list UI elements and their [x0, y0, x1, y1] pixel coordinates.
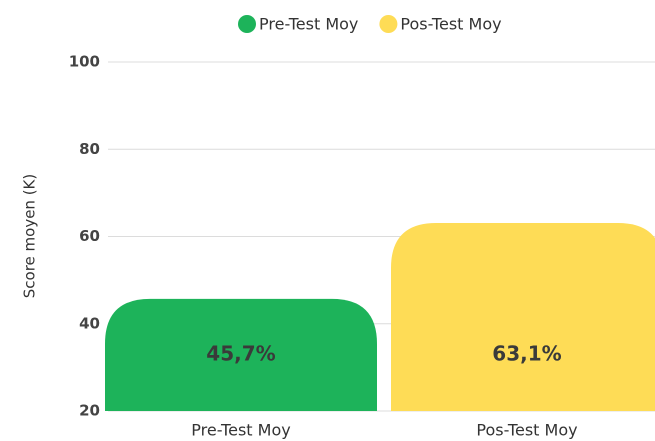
y-tick-label: 100: [69, 53, 100, 71]
y-tick-label: 80: [79, 140, 100, 158]
y-tick-label: 40: [79, 314, 100, 332]
legend-swatch: [238, 15, 256, 33]
x-tick-label: Pre-Test Moy: [191, 421, 290, 440]
legend-swatch: [379, 15, 398, 33]
data-label: 63,1%: [492, 342, 561, 366]
y-tick-label: 60: [79, 227, 100, 245]
legend-label: Pre-Test Moy: [259, 15, 358, 34]
x-tick-label: Pos-Test Moy: [476, 421, 577, 440]
y-axis-label: Score moyen (K): [21, 174, 39, 299]
data-label: 45,7%: [206, 342, 275, 366]
legend-label: Pos-Test Moy: [400, 15, 501, 34]
bar: [391, 222, 655, 411]
y-tick-label: 20: [79, 402, 100, 420]
bar: [105, 298, 377, 411]
